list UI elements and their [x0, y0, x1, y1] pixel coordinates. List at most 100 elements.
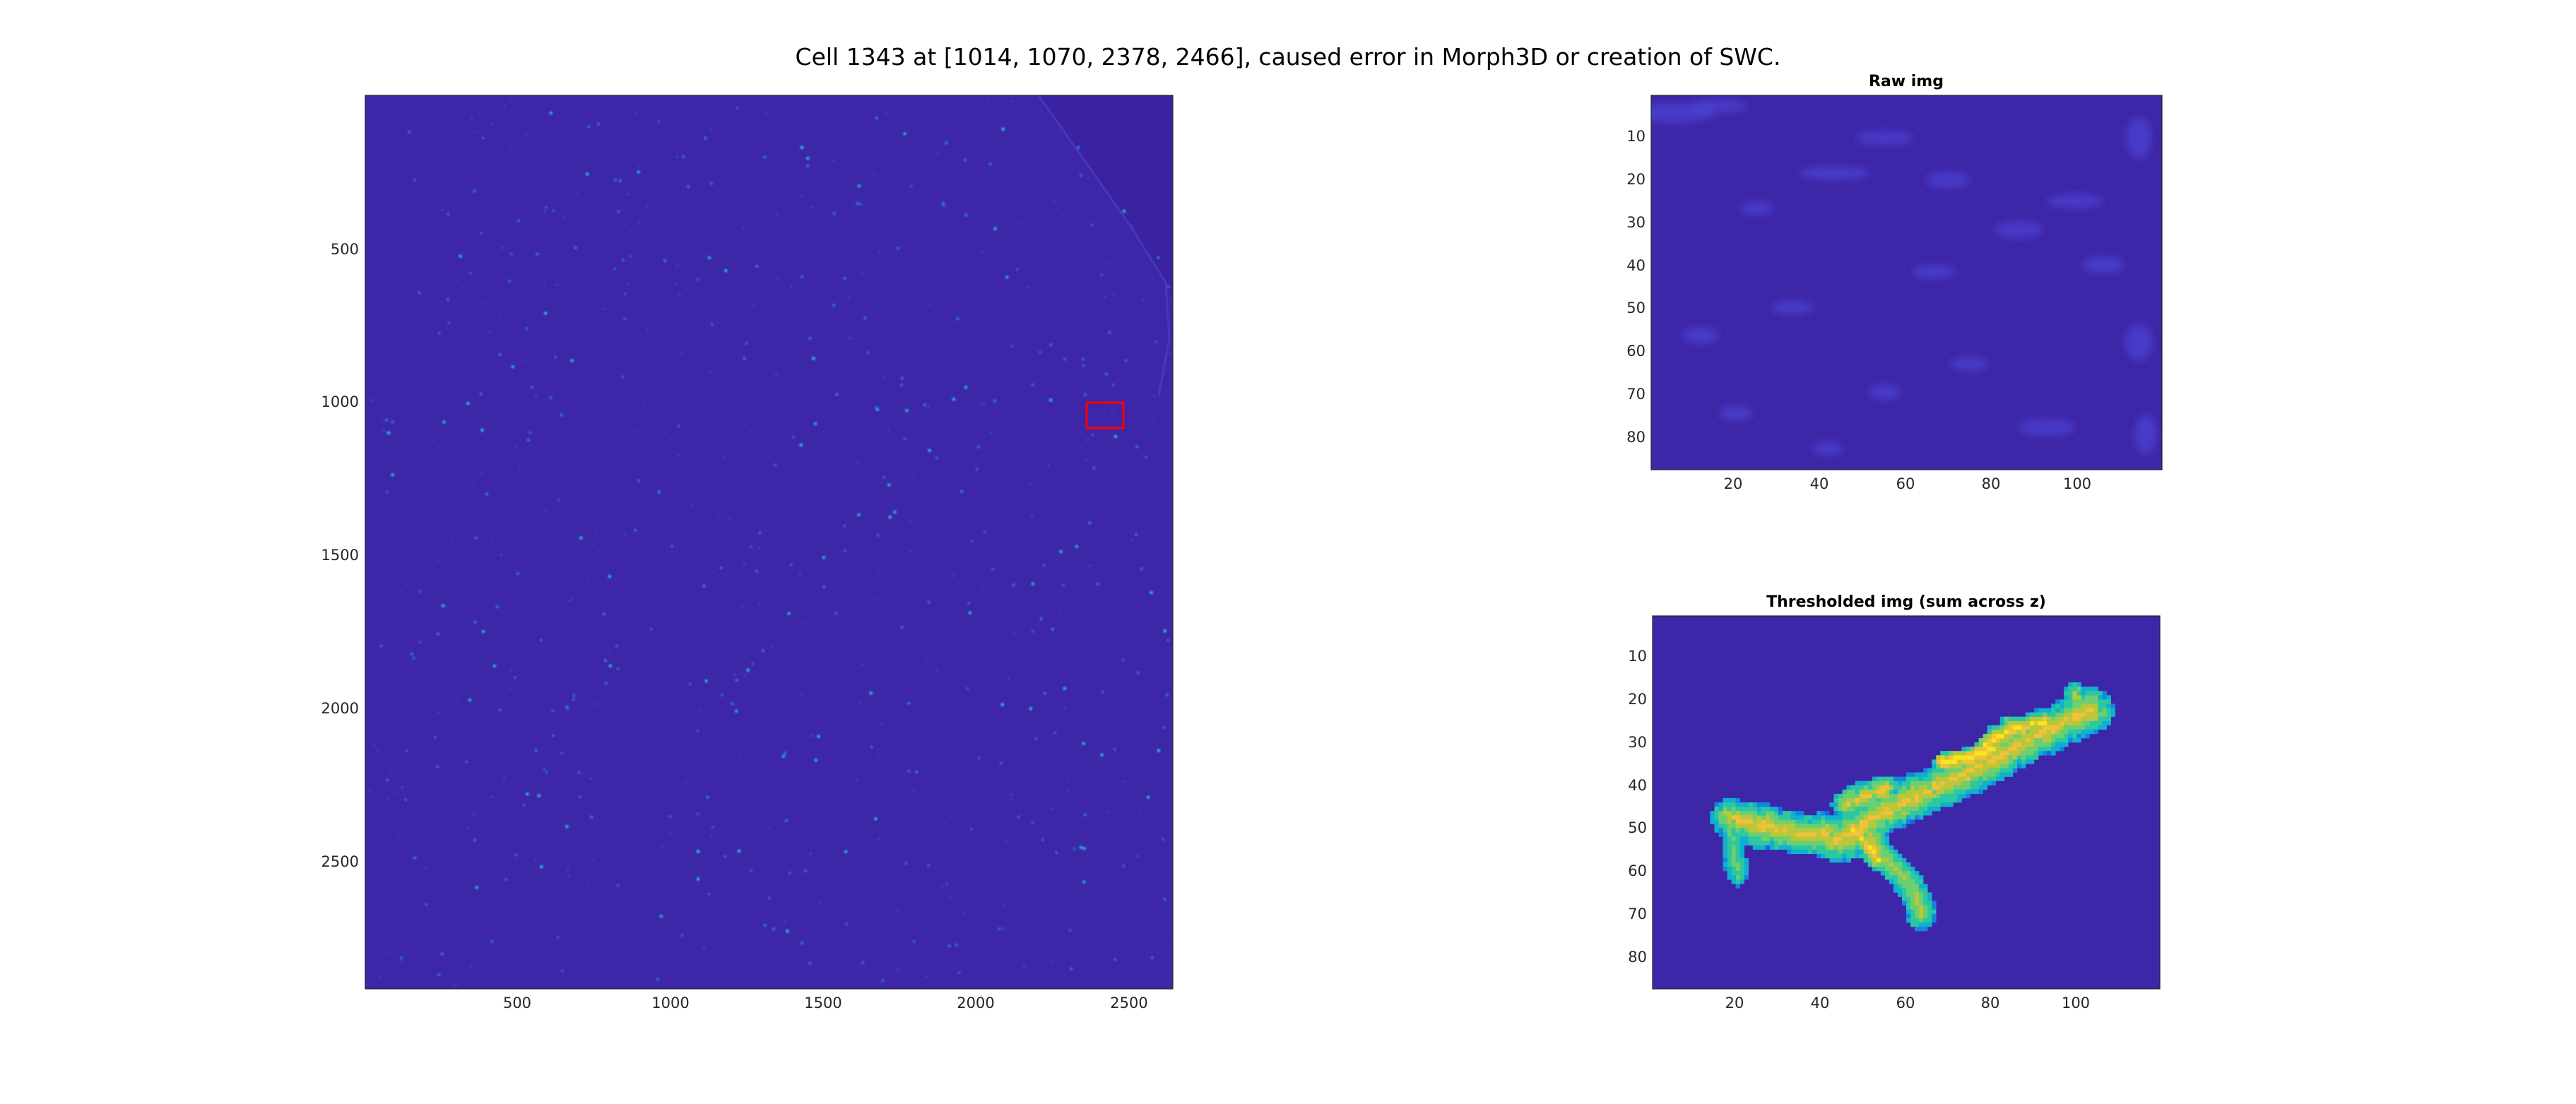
thresholded-pixel	[1940, 797, 1945, 803]
overview-outer-region	[1039, 95, 1173, 297]
thresholded-pixel	[1825, 811, 1830, 816]
thresholded-pixel	[1983, 785, 1987, 790]
overview-speckle	[447, 404, 448, 406]
thresholded-pixel	[2038, 720, 2043, 726]
overview-speckle	[810, 251, 813, 254]
thresholded-pixel	[1791, 832, 1796, 837]
thresholded-pixel	[1769, 836, 1775, 841]
thresholded-pixel	[1910, 901, 1915, 906]
thresholded-pixel	[1842, 797, 1847, 803]
thresholded-pixel	[1723, 867, 1727, 872]
overview-speckle	[912, 940, 916, 944]
thresholded-pixel	[2076, 720, 2081, 726]
raw-blob	[2082, 256, 2125, 273]
overview-speckle	[372, 707, 375, 710]
thresholded-pixel	[1906, 793, 1911, 799]
thresholded-pixel	[1863, 849, 1868, 855]
thresholded-pixel	[1944, 751, 1949, 756]
raw-ytick-label: 10	[1626, 128, 1646, 145]
overview-speckle	[928, 303, 931, 306]
thresholded-pixel	[1876, 832, 1881, 837]
thresholded-pixel	[1855, 836, 1860, 841]
thresholded-pixel	[1919, 815, 1924, 820]
overview-speckle	[815, 528, 817, 530]
overview-speckle	[775, 213, 779, 215]
overview-speckle	[1150, 590, 1154, 595]
overview-speckle	[540, 865, 543, 869]
overview-speckle	[516, 219, 521, 222]
thresholded-pixel	[1731, 862, 1736, 867]
thresholded-pixel	[1833, 836, 1838, 841]
thresholded-pixel	[1884, 836, 1890, 841]
raw-ytick-label: 80	[1626, 429, 1646, 446]
raw-blob	[1800, 166, 1870, 180]
thresholded-pixel	[1901, 802, 1907, 807]
thresholded-pixel	[2093, 712, 2098, 717]
overview-speckle	[1000, 472, 1002, 475]
overview-speckle	[1081, 357, 1085, 361]
thresholded-pixel	[1893, 888, 1898, 893]
thresholded-pixel	[1850, 807, 1855, 812]
thresholded-pixel	[1756, 824, 1762, 829]
thresholded-pixel	[1863, 819, 1868, 824]
overview-speckle	[817, 901, 820, 903]
overview-speckle	[804, 869, 808, 872]
thresholded-pixel	[1808, 815, 1813, 820]
overview-speckle	[1113, 958, 1117, 961]
thresholded-pixel	[1995, 742, 2001, 747]
overview-speckle	[1122, 864, 1125, 867]
overview-speckle	[623, 292, 627, 295]
overview-speckle	[1142, 298, 1145, 301]
thresholded-pixel	[1897, 802, 1903, 807]
thresholded-pixel	[1778, 832, 1783, 837]
overview-speckle	[737, 849, 741, 853]
overview-speckle	[866, 351, 869, 355]
thresholded-pixel	[2072, 712, 2077, 717]
thresholded-pixel	[1850, 828, 1855, 833]
overview-speckle	[709, 182, 714, 185]
thresholded-pixel	[1889, 793, 1894, 799]
overview-speckle	[913, 789, 916, 792]
overview-speckle	[440, 952, 444, 956]
thresholded-pixel	[1731, 828, 1736, 833]
overview-speckle	[579, 536, 583, 540]
overview-speckle	[1140, 566, 1143, 571]
thresholded-pixel	[2047, 712, 2052, 717]
thresholded-pixel	[2085, 708, 2090, 713]
overview-speckle	[1031, 582, 1035, 586]
thresholded-pixel	[1718, 819, 1723, 824]
thresholded-pixel	[1987, 733, 1992, 739]
overview-speckle	[951, 574, 954, 578]
thresholded-pixel	[2064, 704, 2069, 708]
thresholded-pixel	[1932, 764, 1937, 768]
overview-speckle	[669, 833, 672, 836]
thresholded-pixel	[2029, 742, 2035, 747]
thresholded-pixel	[1867, 836, 1873, 841]
overview-speckle	[712, 571, 714, 574]
overview-speckle	[552, 553, 554, 556]
thresholded-pixel	[1880, 862, 1886, 867]
thresholded-pixel	[1944, 789, 1949, 795]
thresholded-pixel	[1884, 811, 1890, 816]
overview-speckle	[702, 584, 706, 588]
thresholded-pixel	[1906, 875, 1911, 880]
overview-speckle	[564, 656, 566, 658]
thresholded-pixel	[2008, 742, 2014, 747]
thresholded-pixel	[1846, 832, 1851, 837]
thresholded-pixel	[1978, 776, 1983, 781]
overview-speckle	[499, 708, 502, 712]
overview-speckle	[788, 776, 791, 778]
thresholded-pixel	[1910, 918, 1915, 923]
overview-speckle	[615, 894, 618, 896]
overview-speckle	[637, 480, 640, 482]
overview-speckle	[1083, 813, 1087, 817]
thresholded-pixel	[1927, 922, 1932, 927]
thresholded-pixel	[1859, 797, 1864, 803]
thresholded-pixel	[1944, 764, 1949, 768]
thresholded-pixel	[1731, 836, 1736, 841]
overview-speckle	[1146, 795, 1150, 800]
thresholded-pixel	[1842, 802, 1847, 807]
thresholded-pixel	[1744, 867, 1749, 872]
overview-speckle	[509, 252, 513, 256]
overview-speckle	[1132, 627, 1134, 629]
